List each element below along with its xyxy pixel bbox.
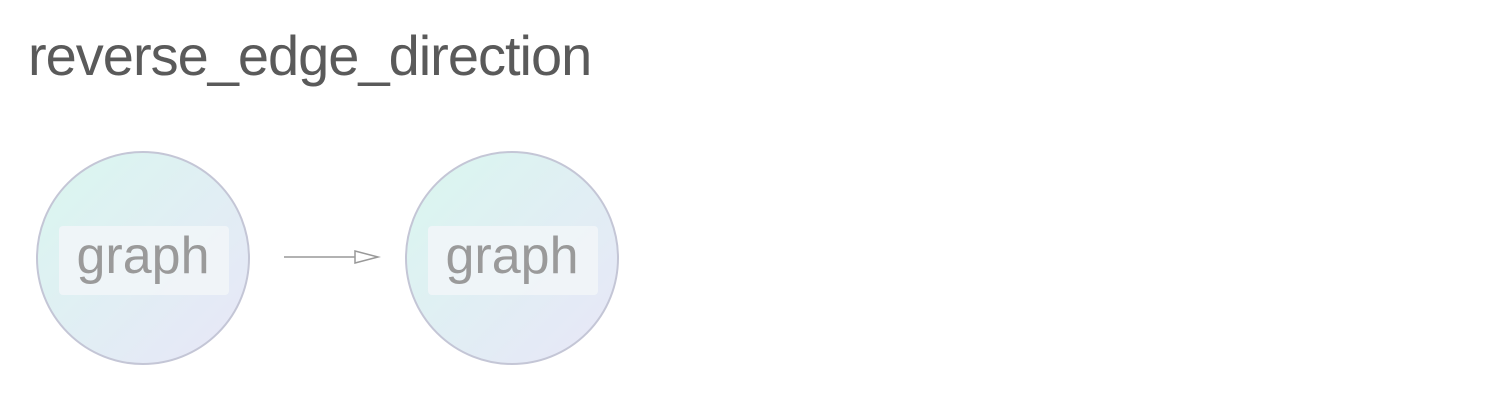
graph-node[interactable]: graph (36, 151, 250, 365)
node-label: graph (446, 227, 579, 285)
arrowhead-icon (354, 250, 381, 264)
graph-node[interactable]: graph (405, 151, 619, 365)
node-label-box (59, 226, 229, 295)
node-label-box (428, 226, 598, 295)
diagram-title: reverse_edge_direction (28, 24, 592, 87)
graph-edge[interactable] (284, 250, 381, 264)
node-label: graph (77, 227, 210, 285)
